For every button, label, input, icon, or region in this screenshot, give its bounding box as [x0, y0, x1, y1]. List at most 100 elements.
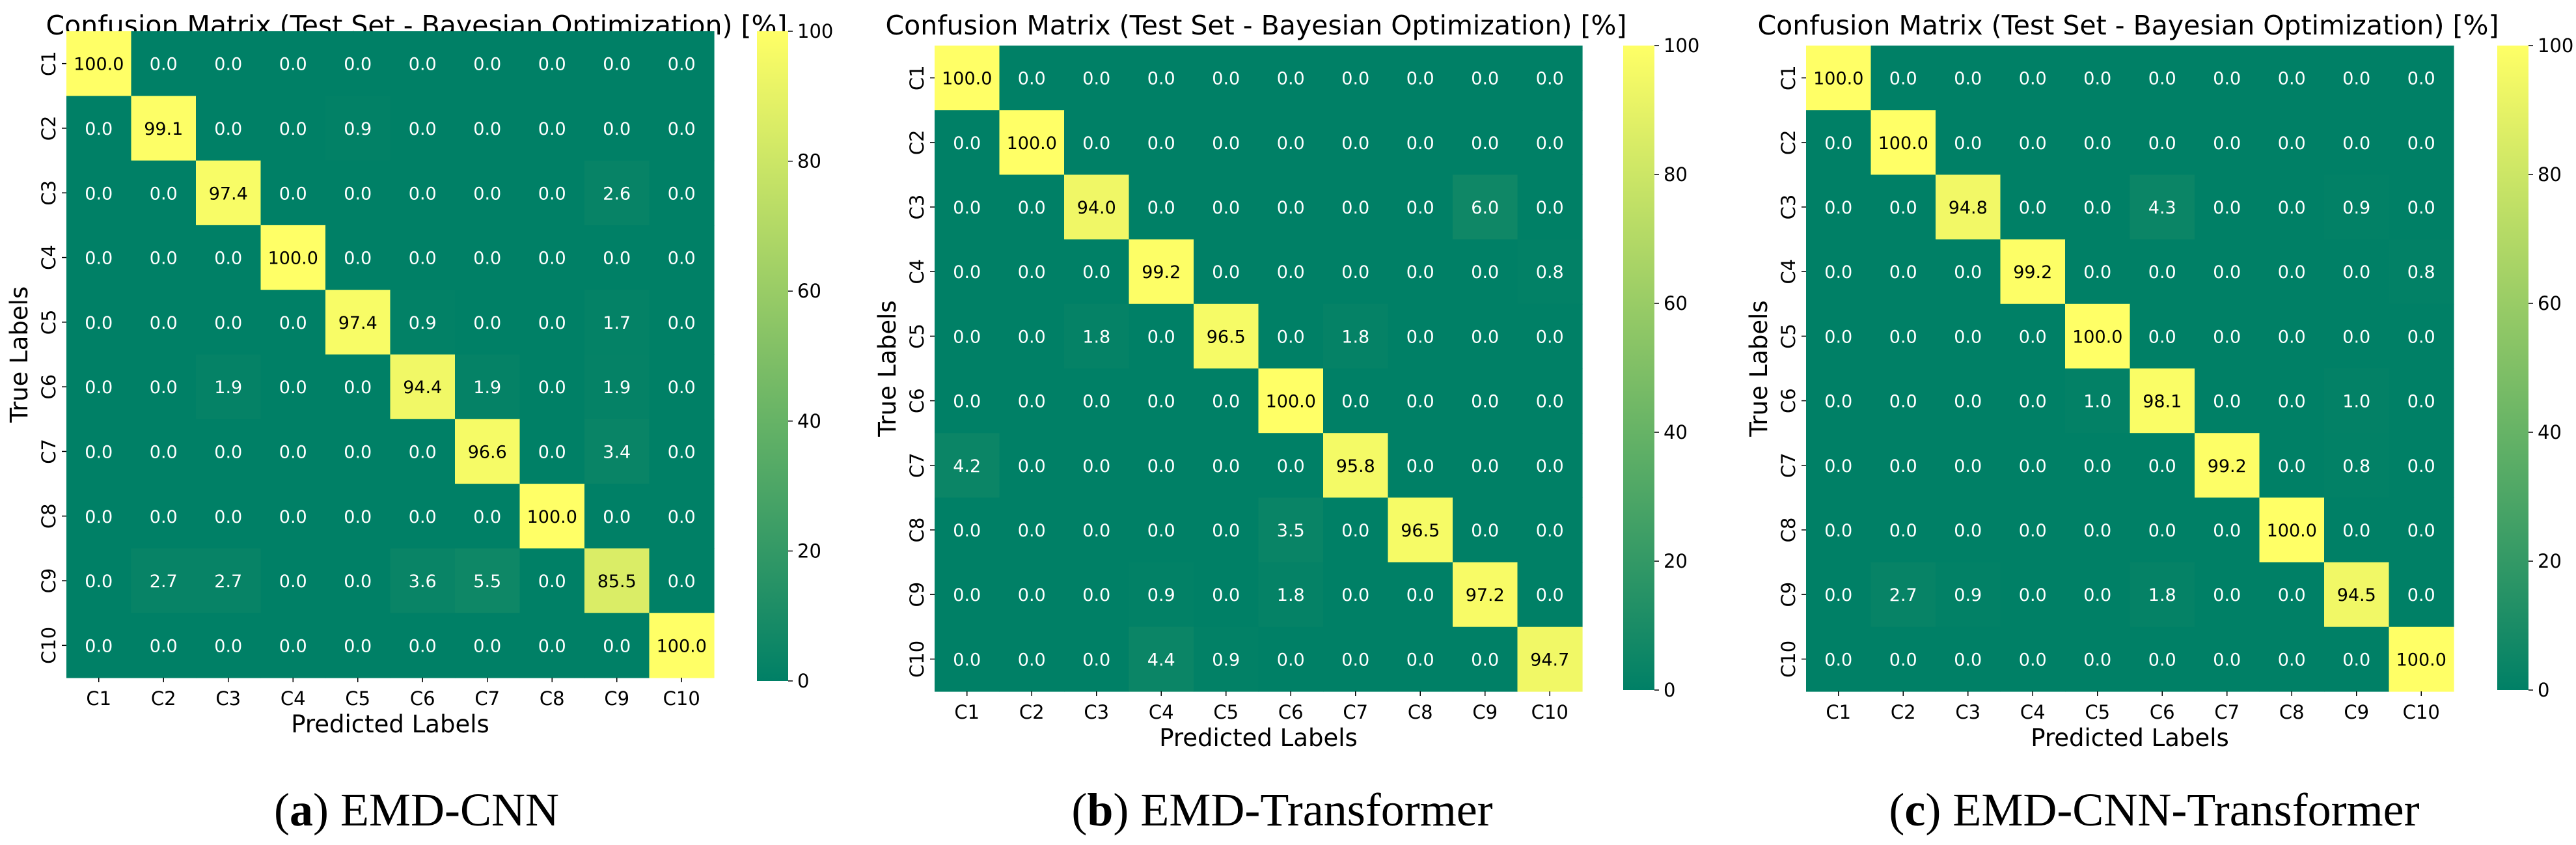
panel-b-cell-r3-c2	[999, 174, 1065, 240]
panel-a-cell-label-r10-c5: 0.0	[344, 636, 372, 656]
panel-b-cell-r10-c10	[1517, 626, 1583, 692]
panel-b-cell-r5-c1	[935, 303, 1000, 369]
panel-c-cell-r7-c10	[2389, 433, 2454, 498]
panel-c-cell-label-r1-c2: 0.0	[1889, 69, 1917, 89]
panel-a-cell-label-r7-c3: 0.0	[214, 442, 242, 462]
panel-b-cell-label-r3-c6: 0.0	[1277, 198, 1305, 218]
panel-a-ytick-c5: C5	[38, 309, 60, 335]
panel-c-ytick-c6: C6	[1777, 388, 1800, 413]
panel-b-cell-label-r6-c10: 0.0	[1536, 392, 1564, 412]
panel-a-cell-label-r8-c7: 0.0	[473, 507, 501, 527]
panel-c-cell-r7-c3	[1936, 433, 2001, 498]
panel-c-xtick-c8: C8	[2279, 701, 2305, 723]
panel-c-cell-r4-c3	[1936, 239, 2001, 305]
panel-a-cell-r6-c1	[66, 354, 132, 420]
panel-c-cell-r6-c7	[2195, 368, 2260, 434]
panel-c-cell-label-r9-c2: 2.7	[1889, 585, 1917, 605]
panel-a-cell-label-r1-c1: 100.0	[74, 55, 124, 75]
panel-a-cell-r4-c3	[196, 225, 262, 290]
panel-c-cell-label-r6-c7: 0.0	[2213, 392, 2241, 412]
panel-b-cell-r2-c7	[1323, 110, 1389, 175]
panel-b-cell-label-r5-c8: 0.0	[1406, 327, 1434, 347]
panel-a-cell-label-r7-c8: 0.0	[538, 442, 566, 462]
panel-b-cell-label-r3-c7: 0.0	[1341, 198, 1369, 218]
panel-a-xtick-c2: C2	[151, 687, 176, 710]
panel-c-cell-r1-c3	[1936, 46, 2001, 111]
panel-a-cell-r3-c10	[649, 160, 715, 226]
panel-b-cell-r2-c10	[1517, 110, 1583, 175]
panel-b-cell-label-r6-c2: 0.0	[1018, 392, 1046, 412]
panel-a-cell-label-r8-c1: 0.0	[85, 507, 113, 527]
panel-a-cell-r7-c5	[325, 419, 391, 484]
panel-b-cell-r1-c5	[1194, 46, 1259, 111]
panel-b-cell-r6-c4	[1129, 368, 1194, 434]
panel-c-cell-r8-c2	[1870, 497, 1936, 563]
panel-b-caption-text: ) EMD-Transformer	[1113, 784, 1492, 836]
panel-b-cell-r6-c7	[1323, 368, 1389, 434]
panel-c-xtick-c6: C6	[2150, 701, 2175, 723]
panel-b-cell-label-r3-c8: 0.0	[1406, 198, 1434, 218]
panel-b-cell-r3-c6	[1258, 174, 1324, 240]
panel-a-cell-r7-c4	[260, 419, 326, 484]
panel-b-cell-r7-c4	[1129, 433, 1194, 498]
panel-b-cell-r9-c7	[1323, 562, 1389, 628]
panel-b-cell-label-r10-c9: 0.0	[1471, 650, 1499, 670]
panel-b-cell-r2-c2	[999, 110, 1065, 175]
panel-b-cell-label-r7-c7: 95.8	[1336, 456, 1375, 477]
panel-b-cell-label-r5-c4: 0.0	[1147, 327, 1175, 347]
panel-a-cell-label-r4-c2: 0.0	[150, 249, 178, 269]
panel-a-cell-label-r2-c1: 0.0	[85, 119, 113, 139]
panel-b-cell-r10-c3	[1064, 626, 1130, 692]
panel-c-cell-r4-c4	[2000, 239, 2066, 305]
panel-a-xtick-c6: C6	[410, 687, 435, 710]
panel-b-cell-label-r1-c3: 0.0	[1082, 69, 1110, 89]
panel-b-colorbar-tick-40: 40	[1664, 421, 1688, 443]
panel-c-cell-r1-c8	[2259, 46, 2325, 111]
panel-a-cell-label-r5-c3: 0.0	[214, 313, 242, 333]
panel-c-cell-label-r6-c9: 1.0	[2342, 392, 2370, 412]
panel-c-cell-r3-c9	[2324, 174, 2390, 240]
panel-b-cell-label-r2-c7: 0.0	[1341, 133, 1369, 154]
panel-b-cell-label-r3-c10: 0.0	[1536, 198, 1564, 218]
panel-c-cell-label-r2-c10: 0.0	[2407, 133, 2435, 154]
panel-a-cell-label-r10-c7: 0.0	[473, 636, 501, 656]
panel-a-cell-label-r2-c6: 0.0	[409, 119, 437, 139]
panel-a-cell-label-r2-c7: 0.0	[473, 119, 501, 139]
panel-c-cell-label-r1-c6: 0.0	[2148, 69, 2176, 89]
panel-b-cell-label-r2-c10: 0.0	[1536, 133, 1564, 154]
panel-a-cell-r5-c8	[519, 290, 585, 355]
panel-b-caption-letter: b	[1087, 784, 1113, 836]
panel-a-cell-label-r1-c3: 0.0	[214, 55, 242, 75]
panel-b-ytick-c6: C6	[906, 388, 928, 413]
panel-a-cell-label-r4-c3: 0.0	[214, 249, 242, 269]
panel-c-cell-label-r3-c7: 0.0	[2213, 198, 2241, 218]
panel-b-caption: (b) EMD-Transformer	[1071, 784, 1492, 836]
panel-b-xtick-c4: C4	[1149, 701, 1174, 723]
panel-b-cell-r6-c10	[1517, 368, 1583, 434]
panel-a-cell-r10-c8	[519, 613, 585, 678]
panel-a-cell-r6-c2	[131, 354, 197, 420]
panel-b-cell-r2-c6	[1258, 110, 1324, 175]
panel-c-cell-r5-c4	[2000, 303, 2066, 369]
panel-a-cell-label-r5-c8: 0.0	[538, 313, 566, 333]
panel-a-cell-label-r8-c9: 0.0	[603, 507, 631, 527]
panel-c-cell-label-r1-c10: 0.0	[2407, 69, 2435, 89]
panel-c-caption-letter: c	[1904, 784, 1925, 836]
panel-c-cell-label-r4-c8: 0.0	[2278, 262, 2306, 283]
panel-c-cell-label-r1-c5: 0.0	[2083, 69, 2111, 89]
panel-b-cell-r8-c8	[1388, 497, 1453, 563]
panel-b-cell-r8-c3	[1064, 497, 1130, 563]
panel-b-cell-r6-c6	[1258, 368, 1324, 434]
panel-b-cell-label-r9-c3: 0.0	[1082, 585, 1110, 605]
panel-b-cell-label-r1-c4: 0.0	[1147, 69, 1175, 89]
panel-c-cell-r9-c6	[2130, 562, 2195, 628]
panel-b-cell-label-r9-c7: 0.0	[1341, 585, 1369, 605]
panel-b-cell-r8-c1	[935, 497, 1000, 563]
panel-a-cell-label-r8-c10: 0.0	[668, 507, 696, 527]
panel-b-cell-r9-c1	[935, 562, 1000, 628]
panel-a-ytick-c9: C9	[38, 568, 60, 594]
panel-b-cell-label-r4-c1: 0.0	[953, 262, 981, 283]
panel-a-cell-label-r10-c10: 100.0	[657, 636, 707, 656]
panel-c-colorbar-tick-60: 60	[2538, 292, 2562, 314]
panel-a-cell-r9-c1	[66, 548, 132, 614]
